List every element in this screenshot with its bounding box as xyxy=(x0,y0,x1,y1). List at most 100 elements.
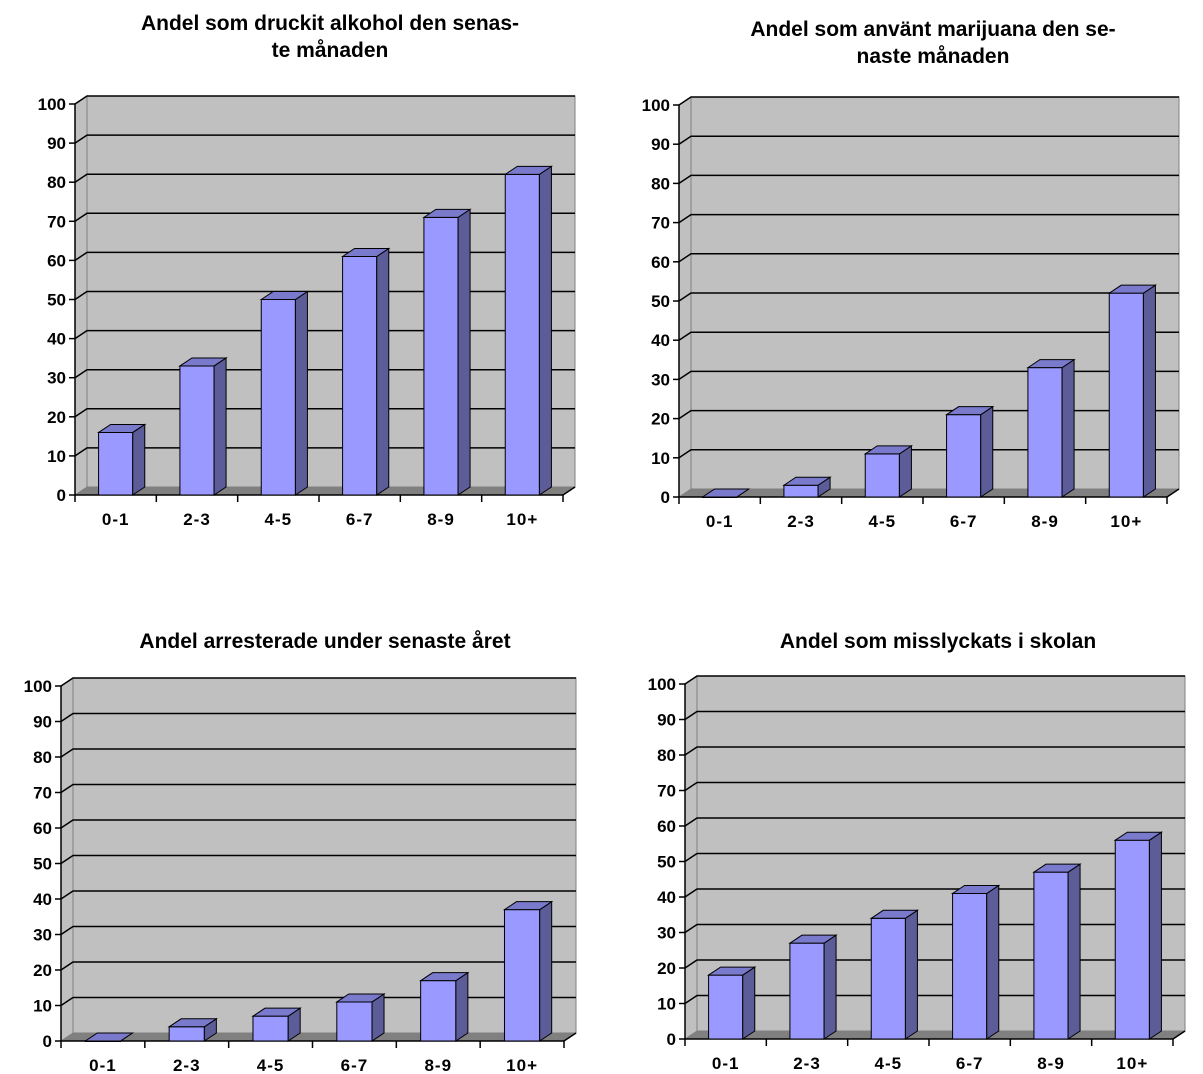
x-tick-label: 8-9 xyxy=(1031,512,1059,531)
bar-top xyxy=(96,423,147,433)
x-tick-label: 0-1 xyxy=(706,512,734,531)
bar-top xyxy=(83,1032,135,1042)
x-tick-label: 4-5 xyxy=(265,510,293,529)
bar-front xyxy=(168,1026,205,1042)
gridline xyxy=(74,173,575,183)
y-tick-label: 90 xyxy=(33,713,52,732)
y-tick-label: 40 xyxy=(651,331,670,350)
bar-side xyxy=(294,290,308,496)
y-tick-label: 0 xyxy=(43,1032,52,1051)
gridline xyxy=(74,134,575,144)
y-tick-label: 80 xyxy=(47,173,66,192)
gridline xyxy=(60,925,576,936)
bar-chart-svg: 0 10 20 30 40 50 60 70 80 90 100 0-1 2-3 4-5 6-7 8-9 10+ xyxy=(24,677,577,1074)
bar xyxy=(251,1007,302,1042)
bar-chart-svg: 0 10 20 30 40 50 60 70 80 90 100 0-1 2-3 4-5 6-7 8-9 10+ xyxy=(648,675,1186,1073)
bar-front xyxy=(179,365,215,496)
y-tick-label: 0 xyxy=(667,1030,676,1049)
bar-side xyxy=(376,247,390,496)
y-tick-label: 80 xyxy=(651,174,670,193)
y-tick-label: 60 xyxy=(33,819,52,838)
bar xyxy=(788,934,838,1040)
x-tick-label: 2-3 xyxy=(787,512,815,531)
gridline xyxy=(684,923,1185,934)
gridline xyxy=(60,783,576,794)
bar-front xyxy=(789,942,825,1040)
bar-chart-svg: 0 10 20 30 40 50 60 70 80 90 100 0-1 2-3 4-5 6-7 8-9 10+ xyxy=(642,96,1180,531)
bar xyxy=(863,444,914,498)
bar xyxy=(1026,358,1076,498)
bar-top xyxy=(178,357,228,367)
bar-front xyxy=(342,255,378,496)
bar-front xyxy=(260,299,296,496)
y-tick-label: 40 xyxy=(657,888,676,907)
bar-top xyxy=(950,884,1001,894)
bar-side xyxy=(213,357,227,496)
gridline xyxy=(678,292,1179,302)
gridline xyxy=(678,174,1179,185)
bar-front xyxy=(783,484,819,498)
bar-front xyxy=(870,917,906,1040)
chart-title: Andel som använt marijuana den se- naste… xyxy=(663,16,1203,70)
bar-top xyxy=(167,1018,219,1028)
bar-chart-svg: 0 10 20 30 40 50 60 70 80 90 100 0-1 2-3 4-5 6-7 8-9 10+ xyxy=(38,95,576,529)
bar xyxy=(167,1017,219,1042)
plot-floor xyxy=(61,1033,576,1041)
bar-top xyxy=(259,291,310,300)
x-tick-label: 0-1 xyxy=(102,510,130,529)
plot-floor xyxy=(679,489,1179,497)
gridline xyxy=(60,961,576,971)
y-tick-label: 60 xyxy=(651,253,670,272)
bar-top xyxy=(422,208,472,218)
bar xyxy=(502,900,554,1042)
gridline xyxy=(684,746,1185,756)
y-tick-label: 0 xyxy=(661,488,670,507)
x-tick-label: 6-7 xyxy=(346,510,374,529)
gridline xyxy=(60,819,576,829)
bar-front xyxy=(708,974,744,1040)
gridline xyxy=(74,447,575,457)
bar-side xyxy=(823,934,837,1040)
bar-top xyxy=(869,909,920,919)
y-tick-label: 0 xyxy=(57,486,66,505)
gridline xyxy=(678,213,1179,224)
bar-top xyxy=(335,993,386,1003)
x-tick-label: 4-5 xyxy=(875,1054,903,1073)
y-tick-label: 100 xyxy=(648,675,676,694)
bar-top xyxy=(700,488,751,498)
x-tick-label: 8-9 xyxy=(424,1056,452,1074)
bar-side xyxy=(539,900,553,1042)
bar xyxy=(503,165,554,496)
bar-top xyxy=(944,406,995,416)
y-tick-label: 80 xyxy=(657,746,676,765)
gridline xyxy=(60,890,576,900)
gridline xyxy=(678,331,1179,341)
plot-floor xyxy=(75,487,575,495)
chart-title-line-2: naste månaden xyxy=(856,45,1010,68)
x-tick-label: 0-1 xyxy=(712,1054,740,1073)
chart-title: Andel som misslyckats i skolan xyxy=(668,628,1203,655)
gridline xyxy=(74,251,575,262)
bar xyxy=(950,884,1001,1040)
bar-side xyxy=(904,909,918,1040)
bar-top xyxy=(418,972,470,982)
bar-top xyxy=(1026,359,1076,369)
bar-front xyxy=(1033,871,1069,1040)
gridline xyxy=(678,96,1179,106)
gridline xyxy=(684,994,1185,1005)
x-axis-depth xyxy=(562,486,576,496)
x-tick-label: 2-3 xyxy=(183,510,211,529)
y-tick-label: 30 xyxy=(651,370,670,389)
bar-front xyxy=(1114,839,1150,1040)
bar-side xyxy=(1142,284,1156,498)
bar xyxy=(178,357,228,496)
gridline xyxy=(60,712,576,723)
chart-title-line-1: Andel arresterade under senaste året xyxy=(139,630,511,653)
bar-side xyxy=(980,405,994,498)
gridline xyxy=(678,409,1179,420)
bar-top xyxy=(503,165,554,175)
gridline xyxy=(74,408,575,418)
bar-side xyxy=(457,208,471,496)
gridline xyxy=(684,710,1185,721)
chart-panel-arrested: Andel arresterade under senaste året 0 10… xyxy=(0,540,600,1074)
